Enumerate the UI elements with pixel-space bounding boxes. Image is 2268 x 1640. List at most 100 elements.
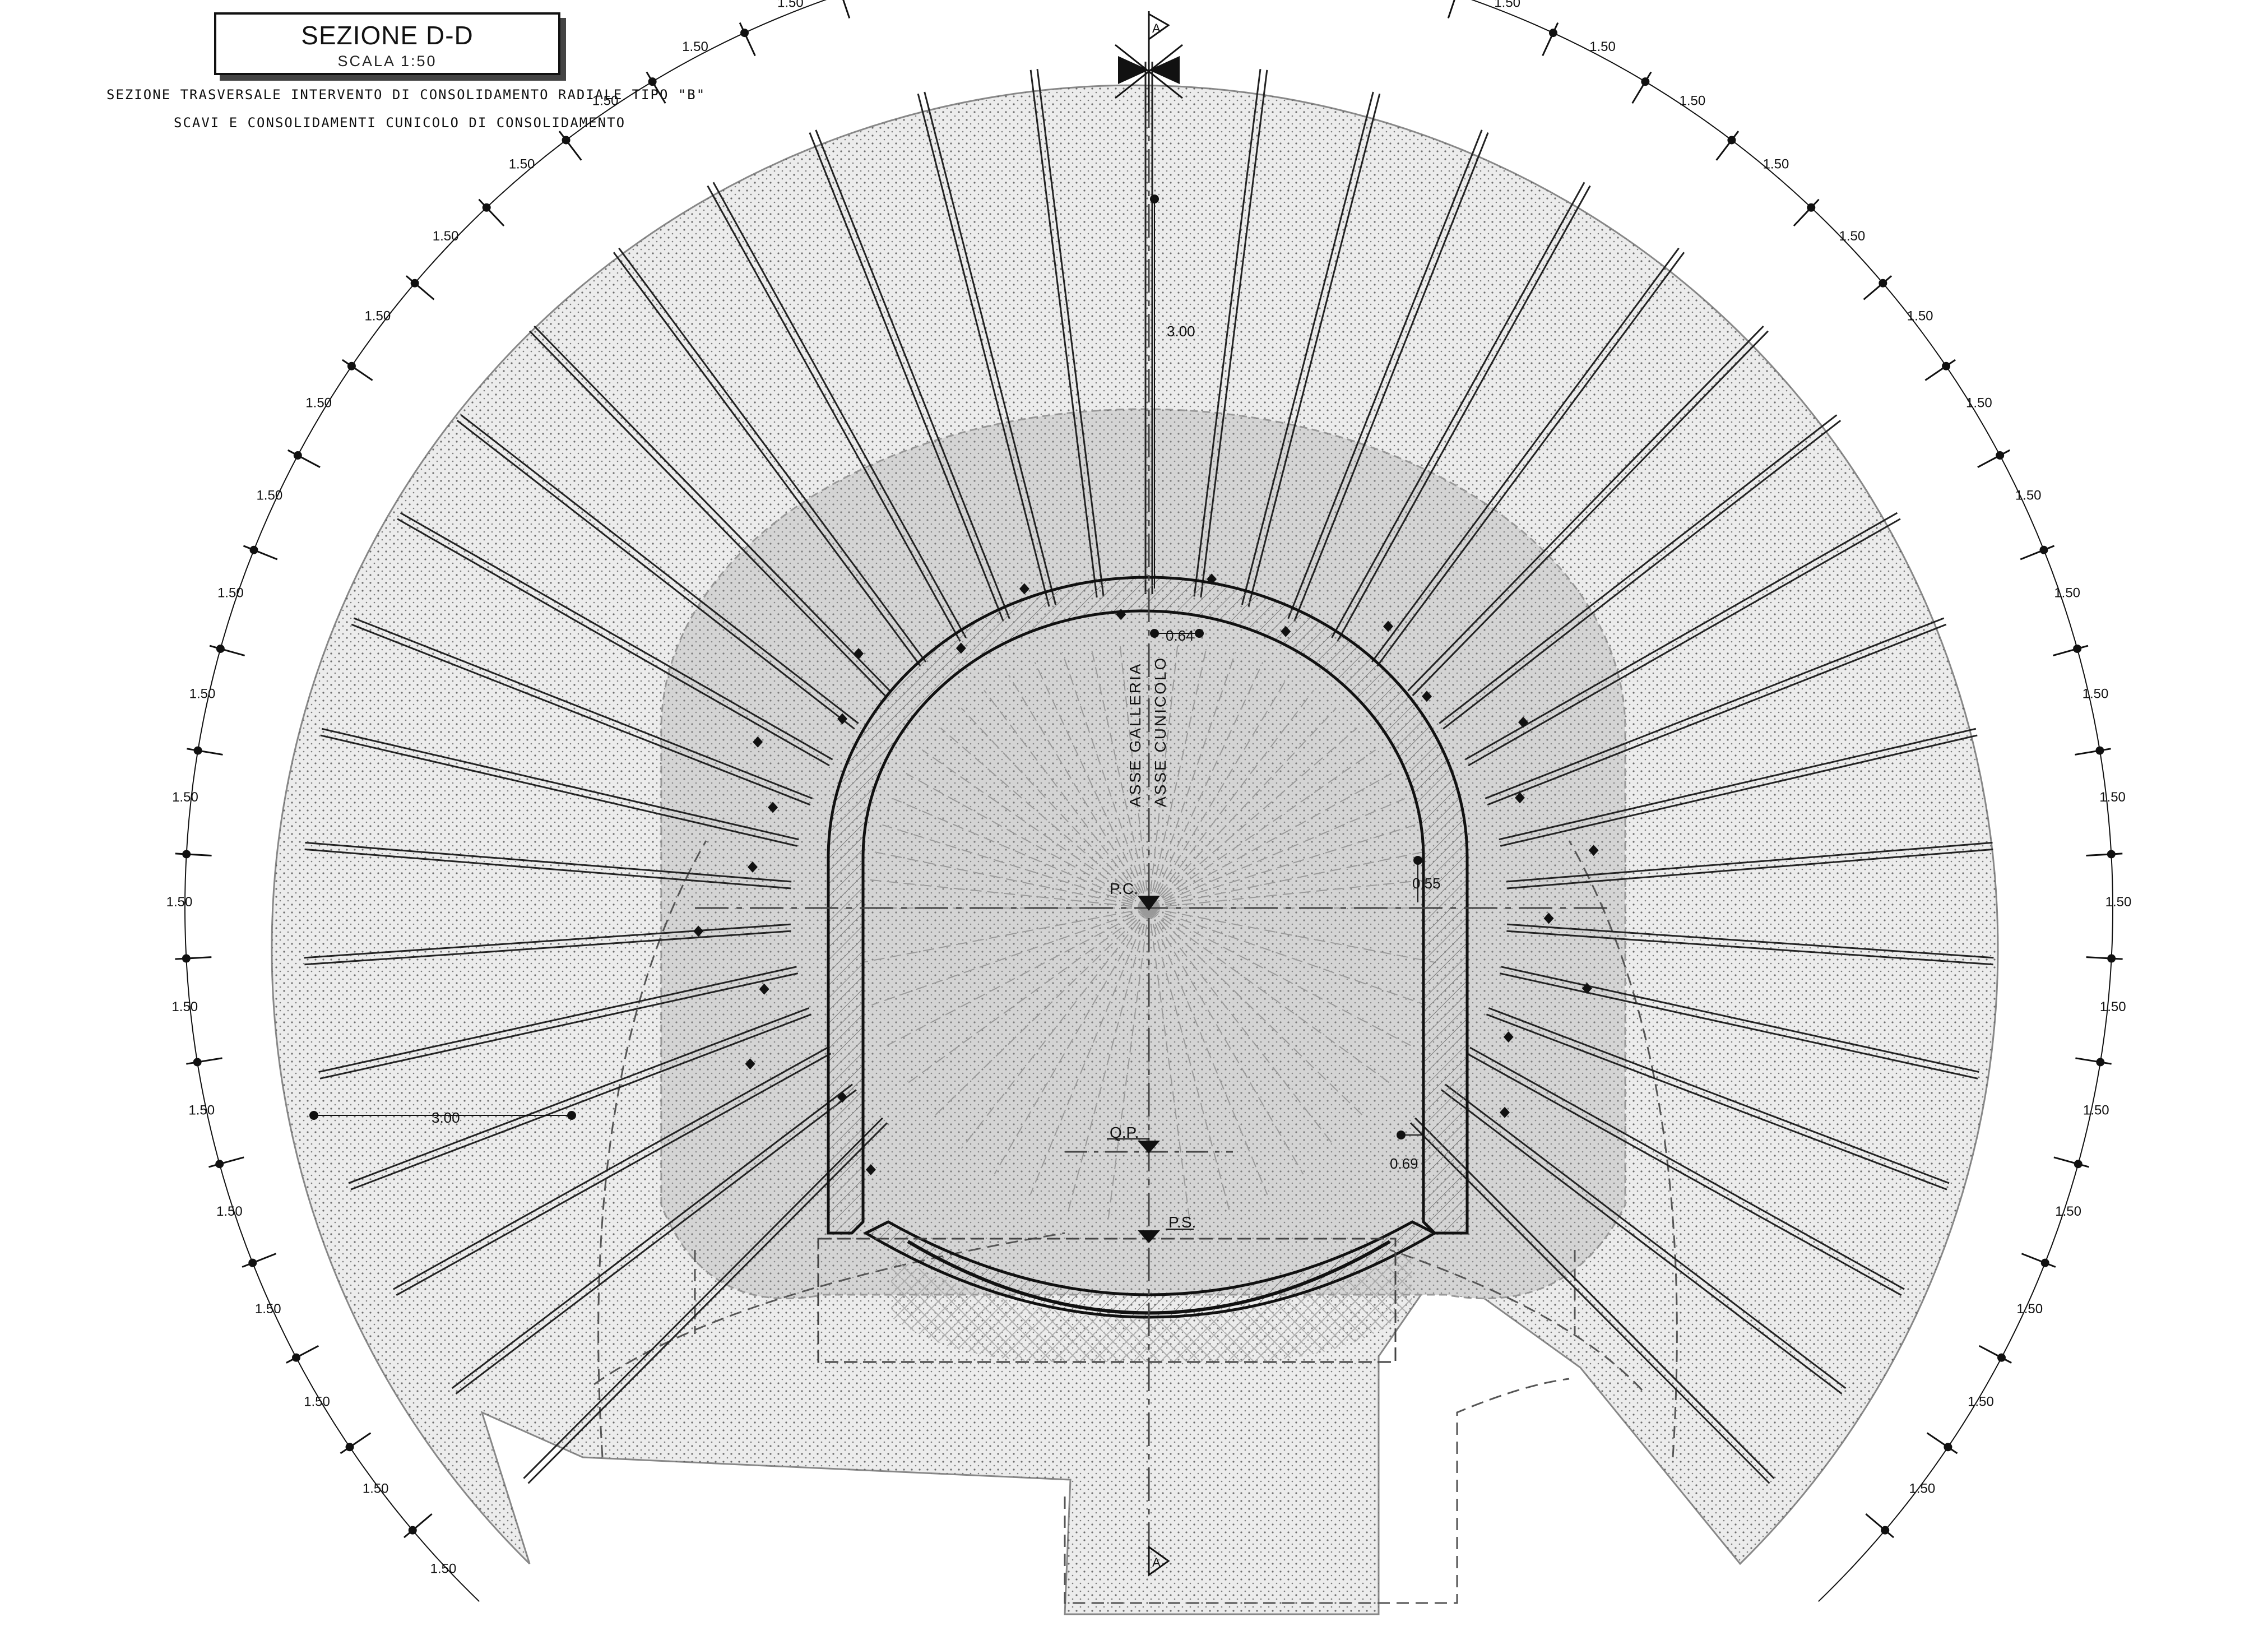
bolt-rod	[1485, 617, 1945, 800]
bolt-head	[1588, 845, 1599, 856]
section-marker-top: A	[1115, 11, 1183, 112]
bolt-rod	[348, 1007, 810, 1184]
bolt-rod	[353, 617, 813, 800]
dimension-label: 1.50	[433, 229, 459, 244]
dimension-label: 1.50	[2099, 790, 2126, 805]
bolt-rod	[1029, 70, 1098, 598]
construction-ray	[1148, 690, 1314, 909]
bolt-rod	[304, 923, 791, 959]
dimension-label: 1.50	[172, 790, 198, 805]
dimension-tick	[1977, 449, 2011, 468]
bolt-head	[1116, 609, 1126, 620]
invert-fill	[817, 1238, 1412, 1363]
dimension-tick	[243, 545, 278, 560]
construction-ray	[984, 690, 1149, 909]
dimension-label: 1.50	[682, 39, 708, 54]
dimension-label: 1.50	[1909, 1481, 1935, 1497]
dimension-label: 1.50	[2083, 687, 2109, 702]
dimension-label: 1.50	[1763, 157, 1789, 172]
dimension-label: 1.50	[217, 585, 244, 600]
bolt-rod	[1407, 325, 1764, 692]
dimension-label: 1.50	[509, 157, 535, 172]
bolt-rod	[534, 325, 890, 692]
dim-crown-offset: 0.64	[1166, 627, 1194, 644]
dimension-tick	[558, 131, 582, 161]
bolt-head	[747, 861, 758, 873]
dim-bolt-length-left: 3.00	[432, 1109, 460, 1126]
bolt-rod	[1241, 91, 1374, 605]
dimension-label: 1.50	[2016, 1301, 2043, 1317]
dimension-tick	[2053, 1156, 2089, 1168]
dimension-tick	[1924, 359, 1956, 381]
dimension-label: 1.50	[363, 1481, 389, 1497]
section-letter-top: A	[1152, 21, 1161, 35]
dimension-tick	[2075, 1057, 2112, 1065]
construction-ray	[892, 798, 1149, 909]
dimension-tick	[2052, 645, 2089, 657]
dimension-label: 1.50	[2100, 999, 2126, 1014]
dimension-label: 1.50	[188, 1103, 215, 1118]
dimension-tick	[175, 956, 212, 960]
construction-ray	[1148, 907, 1436, 963]
dimension-tick	[242, 1253, 277, 1268]
dimension-tick	[1793, 198, 1820, 227]
dimension-tick	[739, 22, 756, 57]
axis-labels: ASSE GALLERIA ASSE CUNICOLO	[1126, 656, 1169, 807]
bolt-rod	[1412, 330, 1769, 697]
dimension-label: 1.50	[2105, 895, 2132, 910]
construction-ray	[1119, 640, 1149, 909]
construction-ray	[1148, 851, 1423, 909]
bolt-rod	[1287, 129, 1483, 619]
bolt-rod	[1499, 728, 1977, 841]
bolt-rod	[1036, 68, 1105, 597]
bolt-rod	[318, 966, 797, 1073]
bolt-rod	[1499, 972, 1978, 1080]
bolt-rod	[456, 419, 855, 730]
dimension-tick	[842, 0, 851, 18]
dimension-label: 1.50	[364, 309, 391, 324]
construction-ray	[921, 749, 1149, 909]
dim-bolt-length-top: 3.00	[1167, 323, 1195, 340]
dimension-tick	[403, 1513, 433, 1539]
dimension-label: 1.50	[1680, 93, 1706, 108]
bolt-rod	[1469, 1046, 1905, 1290]
dimension-tick	[287, 449, 321, 468]
dimension-label: 1.50	[1494, 0, 1520, 11]
construction-ray	[861, 907, 1149, 963]
bolt-rod	[350, 1013, 812, 1190]
bolt-rod	[1486, 1013, 1947, 1190]
construction-ray	[961, 707, 1149, 909]
dimension-tick	[1447, 0, 1455, 18]
dimension-label: 1.50	[1907, 309, 1933, 324]
construction-ray	[887, 907, 1149, 1046]
dimension-label: 1.50	[1839, 229, 1866, 244]
bolt-head	[1518, 716, 1529, 728]
bolt-head	[837, 713, 848, 725]
construction-ray	[1148, 907, 1190, 1219]
construction-ray	[940, 728, 1149, 909]
bolt-rod	[1441, 1089, 1843, 1395]
title-box: SEZIONE D-D SCALA 1:50	[214, 12, 560, 75]
dimension-tick	[340, 1432, 372, 1454]
bolt-rod	[1439, 414, 1838, 724]
bolt-head	[753, 736, 763, 748]
qp-label: Q.P.	[1110, 1124, 1139, 1141]
construction-ray	[1148, 798, 1406, 909]
construction-ray	[1148, 652, 1236, 909]
dimension-label: 1.50	[2054, 585, 2080, 600]
tunnel-lining	[827, 576, 1469, 1319]
bolt-rod	[1488, 1007, 1950, 1184]
dimension-tick	[1865, 1513, 1894, 1539]
bolt-rod	[396, 1053, 832, 1296]
bolt-rod	[397, 518, 830, 767]
dimension-tick	[286, 1345, 319, 1364]
bolt-rod	[815, 129, 1010, 619]
dim-wall-offset: 0.55	[1412, 875, 1441, 892]
bolt-rod	[1331, 182, 1585, 638]
construction-ray	[1107, 907, 1149, 1219]
dimension-tick	[2086, 956, 2123, 960]
bolt-rod	[393, 1046, 828, 1290]
dimension-label: 1.50	[1589, 39, 1616, 54]
dimension-label: 1.50	[2015, 488, 2042, 503]
bolt-rod	[400, 512, 833, 761]
